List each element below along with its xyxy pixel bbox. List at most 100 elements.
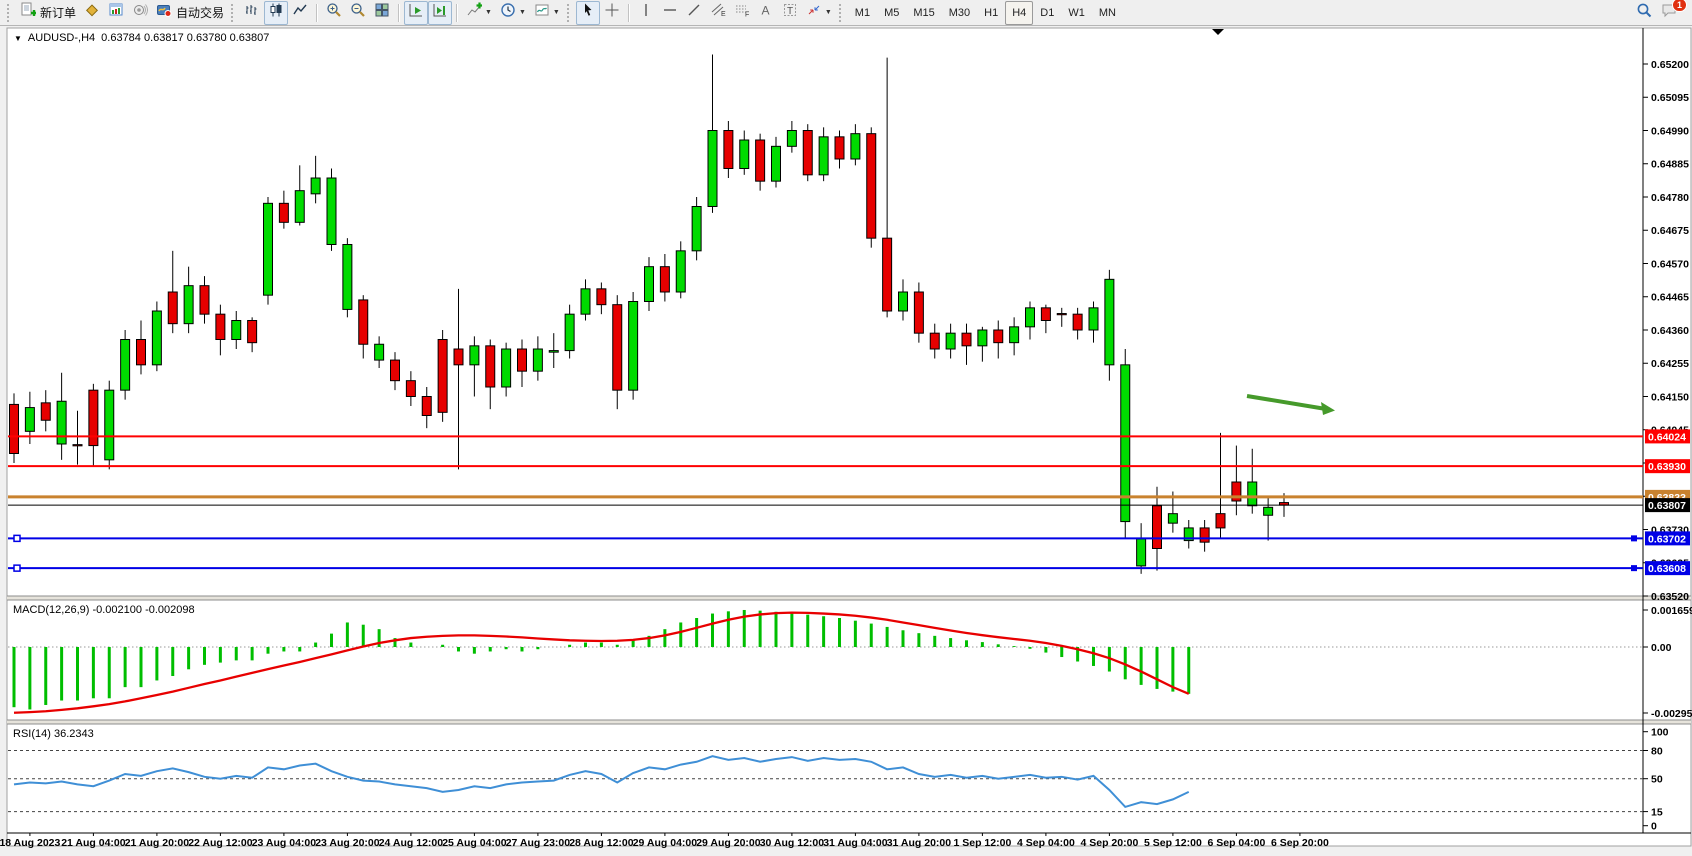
timeframe-m1[interactable]: M1 xyxy=(854,6,871,19)
timeframe-m15[interactable]: M15 xyxy=(913,6,935,19)
time-tick-label: 22 Aug 12:00 xyxy=(188,837,253,849)
candle-body xyxy=(151,310,162,366)
candle-body xyxy=(247,320,258,344)
time-tick-label: 4 Sep 04:00 xyxy=(1017,837,1075,849)
candlestick xyxy=(628,292,639,400)
line-handle[interactable] xyxy=(1631,565,1637,572)
timeframe-h1[interactable]: H1 xyxy=(984,6,999,19)
candlestick xyxy=(183,266,194,334)
time-tick-label: 28 Aug 12:00 xyxy=(569,837,634,849)
tile-windows-button[interactable] xyxy=(370,1,394,25)
candlestick xyxy=(326,168,337,251)
notifications-button[interactable]: 1 xyxy=(1657,0,1687,25)
trendline-button[interactable] xyxy=(682,1,706,25)
time-tick-label: 27 Aug 23:00 xyxy=(506,837,571,849)
new-order-button[interactable]: 新订单 xyxy=(16,1,80,25)
panel-separator[interactable] xyxy=(7,720,1691,724)
candlestick xyxy=(40,390,51,432)
zoom-in-button[interactable] xyxy=(322,1,346,25)
candlestick xyxy=(691,197,702,261)
candlestick xyxy=(612,295,623,410)
auto-trading-icon xyxy=(156,2,172,23)
candle-body xyxy=(199,285,210,315)
chevron-down-icon: ▼ xyxy=(824,9,832,16)
chart-shift-button[interactable] xyxy=(428,0,453,25)
candlestick xyxy=(56,372,67,460)
candle-body xyxy=(977,329,988,347)
channel-button[interactable]: F xyxy=(730,1,754,25)
fibonacci-button[interactable]: E xyxy=(706,1,730,25)
crosshair-button[interactable] xyxy=(600,1,624,25)
chart-window-button[interactable] xyxy=(104,1,128,25)
timeframe-h4[interactable]: H4 xyxy=(1005,0,1034,25)
horizontal-line-button[interactable] xyxy=(658,1,682,25)
chart-canvas[interactable]: 0.65200 0.65095 0.64990 0.64885 0.64780 0.646… xyxy=(0,26,1692,856)
price-label-text: 0.63702 xyxy=(1648,533,1686,545)
bar-chart-button[interactable] xyxy=(240,1,264,25)
timeframe-mn[interactable]: MN xyxy=(1098,6,1116,19)
new-order-label: 新订单 xyxy=(40,6,77,20)
cursor-button[interactable] xyxy=(575,0,600,25)
svg-text:E: E xyxy=(721,11,726,18)
time-tick-label: 25 Aug 04:00 xyxy=(442,837,507,849)
chart-shift-marker[interactable] xyxy=(1212,29,1224,35)
panel-separator[interactable] xyxy=(7,596,1691,600)
zoom-out-button[interactable] xyxy=(346,1,370,25)
line-chart-button[interactable] xyxy=(288,1,312,25)
candlestick xyxy=(1120,349,1131,539)
auto-trading-button[interactable]: 自动交易 xyxy=(152,1,228,25)
candlestick xyxy=(374,336,385,368)
line-handle[interactable] xyxy=(13,564,21,572)
candle-body xyxy=(1056,313,1067,316)
sound-button[interactable] xyxy=(128,1,152,25)
price-tick-label: 0.64885 xyxy=(1651,159,1689,171)
toolbar-grip xyxy=(838,3,845,22)
candlestick xyxy=(485,339,496,410)
vertical-line-button[interactable] xyxy=(634,1,658,25)
rsi-tick-label: 100 xyxy=(1651,727,1669,739)
candlestick xyxy=(993,320,1004,359)
timeframe-d1[interactable]: D1 xyxy=(1040,6,1055,19)
trend-arrow[interactable] xyxy=(1246,394,1335,415)
price-tick-label: 0.64150 xyxy=(1651,391,1689,403)
candle-body xyxy=(1040,307,1051,322)
text-a-button[interactable]: A xyxy=(754,1,778,25)
one-click-trading-toggle[interactable]: ▼ xyxy=(14,33,22,43)
candlestick xyxy=(1183,520,1194,549)
candlestick xyxy=(9,393,19,463)
candlestick xyxy=(1025,301,1035,340)
market-panel-button[interactable] xyxy=(80,1,104,25)
add-indicator-button[interactable]: ▼ xyxy=(462,1,496,25)
candle-body xyxy=(1104,278,1115,366)
time-tick-label: 29 Aug 04:00 xyxy=(633,837,698,849)
timeframe-m5[interactable]: M5 xyxy=(884,6,900,19)
auto-scroll-button[interactable] xyxy=(404,0,429,25)
timeframe-m30[interactable]: M30 xyxy=(948,6,971,19)
candlestick xyxy=(580,279,591,321)
bar-chart-icon xyxy=(244,2,260,23)
line-handle[interactable] xyxy=(13,534,21,543)
candle-body xyxy=(818,136,829,176)
text-label-button[interactable]: T xyxy=(778,1,802,25)
candle-body xyxy=(9,403,19,454)
price-tick-label: 0.64360 xyxy=(1651,325,1689,337)
candlestick xyxy=(199,276,210,324)
rsi-tick-label: 80 xyxy=(1651,745,1663,757)
toolbar-grip xyxy=(7,3,13,22)
arrows-button[interactable]: ▼ xyxy=(802,1,836,25)
candlestick xyxy=(1231,445,1242,516)
candlestick xyxy=(1152,486,1162,571)
period-clock-button[interactable]: ▼ xyxy=(496,1,530,25)
toolbar-separator xyxy=(316,3,319,22)
line-handle[interactable] xyxy=(1631,535,1637,542)
timeframe-w1[interactable]: W1 xyxy=(1068,6,1085,19)
candlestick xyxy=(977,326,988,362)
candle-body xyxy=(913,291,924,334)
search-button[interactable] xyxy=(1632,1,1657,25)
time-tick-label: 31 Aug 04:00 xyxy=(823,837,888,849)
candlestick xyxy=(564,304,575,359)
candlestick-chart-button[interactable] xyxy=(264,0,289,25)
candle-body xyxy=(421,396,432,416)
time-tick-label: 4 Sep 20:00 xyxy=(1081,837,1139,849)
template-button[interactable]: ▼ xyxy=(530,1,564,25)
